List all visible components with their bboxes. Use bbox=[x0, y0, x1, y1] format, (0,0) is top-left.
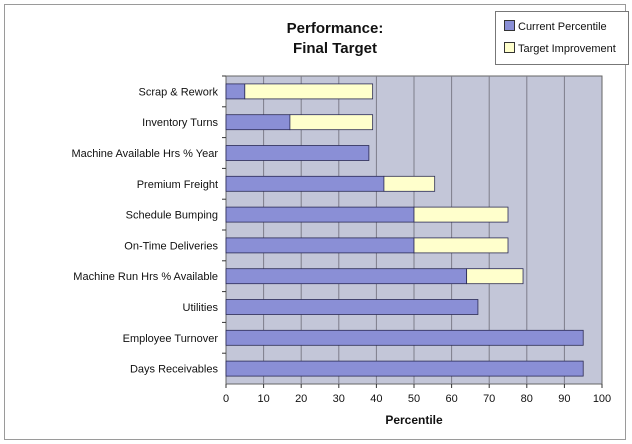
bar-current-percentile bbox=[225, 175, 385, 192]
category-label: Scrap & Rework bbox=[139, 86, 219, 98]
bar-target-improvement bbox=[383, 175, 436, 192]
tick-label-x: 50 bbox=[408, 393, 420, 405]
bar-current-percentile bbox=[225, 360, 584, 377]
tick-label-x: 20 bbox=[295, 393, 307, 405]
tick-label-x: 40 bbox=[370, 393, 382, 405]
category-label: Machine Run Hrs % Available bbox=[73, 271, 218, 283]
chart-title: Performance: Final Target bbox=[245, 19, 425, 59]
bar-current-percentile bbox=[225, 145, 370, 161]
tick-label-x: 30 bbox=[333, 393, 345, 405]
bar-current-percentile bbox=[225, 206, 415, 223]
bar-target-improvement bbox=[466, 268, 524, 285]
bar-target-improvement bbox=[289, 114, 374, 131]
tick-label-x: 80 bbox=[521, 393, 533, 405]
category-label: Premium Freight bbox=[137, 179, 218, 191]
tick-label-x: 0 bbox=[223, 393, 229, 405]
tick-label-x: 90 bbox=[558, 393, 570, 405]
category-label: Days Receivables bbox=[130, 364, 219, 376]
tick-label-x: 10 bbox=[257, 393, 269, 405]
bar-current-percentile bbox=[225, 268, 468, 285]
tick-label-x: 60 bbox=[445, 393, 457, 405]
legend-label-target: Target Improvement bbox=[518, 43, 616, 55]
tick-label-x: 70 bbox=[483, 393, 495, 405]
chart-legend: Current Percentile Target Improvement bbox=[495, 11, 629, 65]
category-label: Machine Available Hrs % Year bbox=[71, 148, 218, 160]
legend-swatch-current bbox=[504, 20, 515, 31]
bar-current-percentile bbox=[225, 299, 479, 315]
legend-entry-current: Current Percentile bbox=[504, 20, 607, 34]
category-label: Employee Turnover bbox=[123, 333, 219, 345]
chart-title-line-1: Performance: bbox=[286, 20, 384, 37]
bar-target-improvement bbox=[244, 83, 374, 100]
bar-current-percentile bbox=[225, 83, 246, 100]
bar-current-percentile bbox=[225, 114, 291, 131]
category-label: Schedule Bumping bbox=[126, 210, 218, 222]
bar-target-improvement bbox=[413, 237, 509, 254]
legend-entry-target: Target Improvement bbox=[504, 42, 616, 56]
x-axis-label: Percentile bbox=[385, 413, 443, 427]
legend-label-current: Current Percentile bbox=[518, 21, 607, 33]
tick-label-x: 100 bbox=[593, 393, 611, 405]
category-label: On-Time Deliveries bbox=[124, 240, 218, 252]
bar-current-percentile bbox=[225, 329, 584, 346]
bar-current-percentile bbox=[225, 237, 415, 254]
category-label: Utilities bbox=[183, 302, 219, 314]
category-label: Inventory Turns bbox=[142, 117, 218, 129]
legend-swatch-target bbox=[504, 42, 515, 53]
bar-target-improvement bbox=[413, 206, 509, 223]
chart-title-line-2: Final Target bbox=[293, 40, 377, 57]
